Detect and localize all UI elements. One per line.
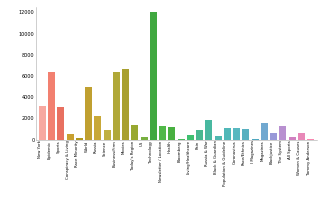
Bar bbox=[279, 126, 286, 140]
Bar bbox=[298, 133, 305, 140]
Bar bbox=[76, 138, 83, 140]
Bar bbox=[132, 125, 138, 140]
Bar bbox=[252, 139, 259, 140]
Bar bbox=[57, 107, 64, 140]
Bar bbox=[67, 134, 74, 140]
Bar bbox=[113, 72, 120, 140]
Bar bbox=[159, 126, 166, 140]
Bar bbox=[39, 106, 46, 140]
Bar bbox=[178, 139, 185, 140]
Bar bbox=[196, 130, 203, 140]
Bar bbox=[307, 139, 314, 140]
Bar bbox=[215, 136, 222, 140]
Bar bbox=[270, 133, 277, 140]
Bar bbox=[122, 69, 129, 140]
Bar bbox=[48, 72, 55, 140]
Bar bbox=[205, 120, 212, 140]
Bar bbox=[140, 137, 148, 140]
Bar bbox=[104, 130, 110, 140]
Bar bbox=[224, 128, 231, 140]
Bar bbox=[233, 128, 240, 140]
Bar bbox=[243, 129, 249, 140]
Bar bbox=[85, 87, 92, 140]
Bar bbox=[150, 12, 157, 140]
Bar bbox=[289, 137, 296, 140]
Bar bbox=[168, 127, 175, 140]
Bar bbox=[94, 116, 101, 140]
Bar bbox=[187, 135, 194, 140]
Bar bbox=[261, 123, 268, 140]
